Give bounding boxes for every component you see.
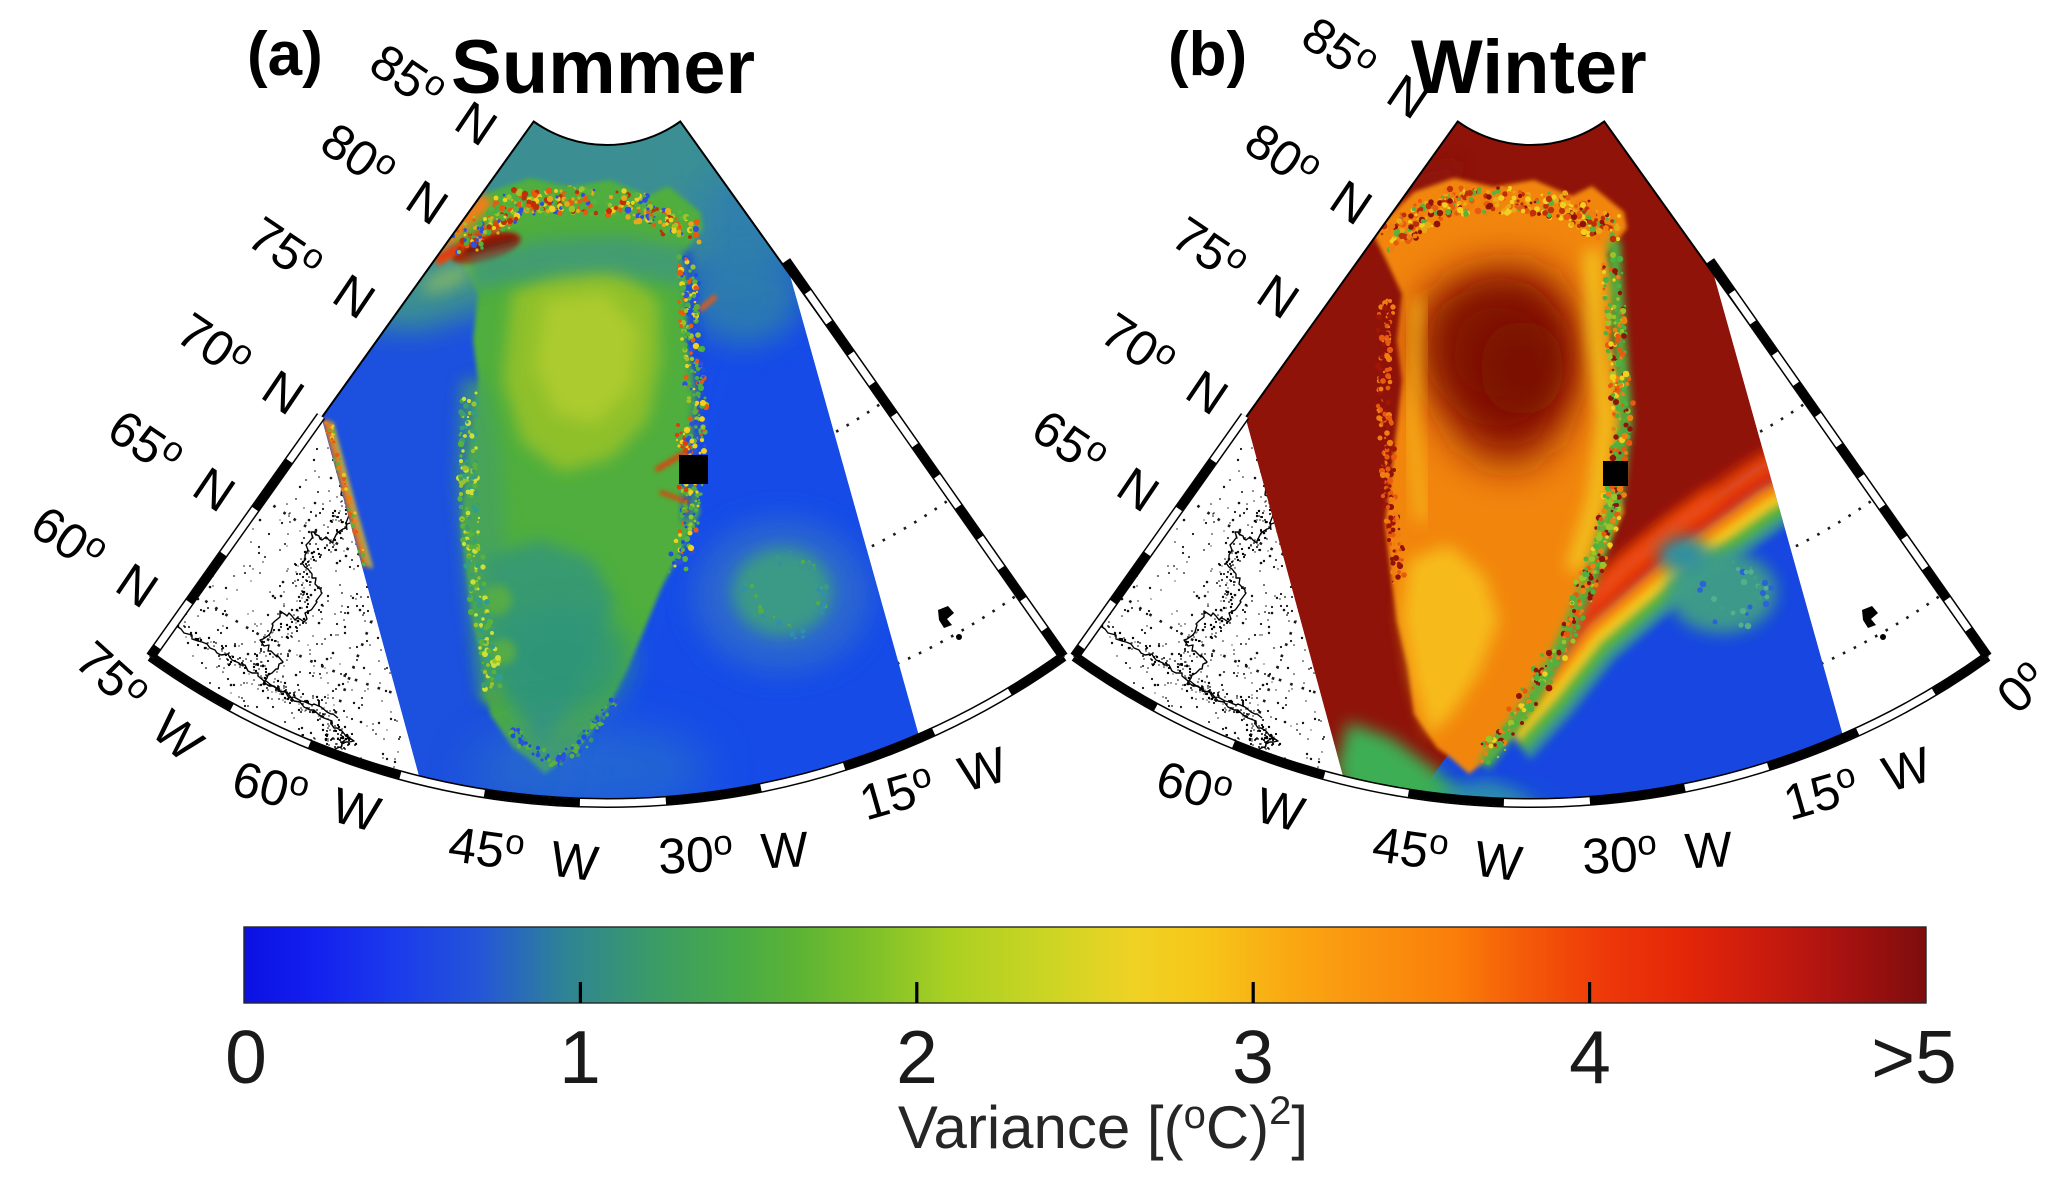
svg-text:(b): (b) [1168,20,1247,89]
svg-text:0: 0 [225,1015,267,1099]
svg-text:30o W: 30o W [657,819,811,885]
svg-text:Summer: Summer [451,25,755,110]
svg-text:2: 2 [896,1015,938,1099]
svg-text:4: 4 [1569,1015,1611,1099]
svg-text:1: 1 [559,1015,601,1099]
svg-text:(a): (a) [247,20,323,89]
svg-text:Variance [(oC)2]: Variance [(oC)2] [898,1089,1308,1161]
svg-text:30o W: 30o W [1581,819,1735,885]
svg-text:Winter: Winter [1411,25,1647,110]
svg-text:3: 3 [1232,1015,1274,1099]
svg-text:>5: >5 [1871,1015,1957,1099]
svg-text:45o W: 45o W [1369,814,1526,892]
